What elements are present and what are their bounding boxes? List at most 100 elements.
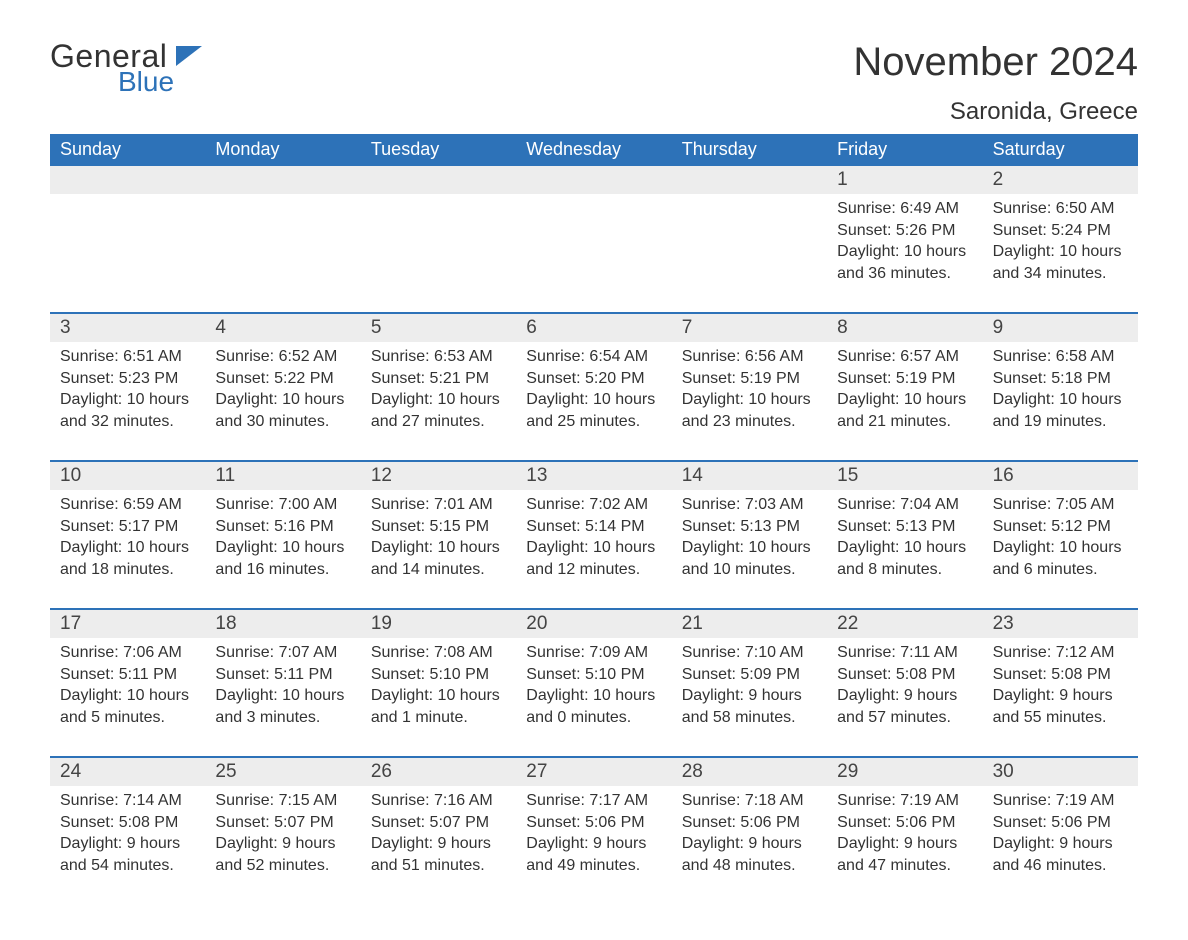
dow-sunday: Sunday — [50, 134, 205, 166]
sunrise-text: Sunrise: 6:56 AM — [682, 346, 817, 368]
sunrise-text: Sunrise: 7:02 AM — [526, 494, 661, 516]
logo-word-blue: Blue — [118, 68, 174, 96]
daylight-text: Daylight: 10 hours and 21 minutes. — [837, 389, 972, 432]
sunrise-text: Sunrise: 7:00 AM — [215, 494, 350, 516]
day-cell: Sunrise: 6:58 AMSunset: 5:18 PMDaylight:… — [983, 342, 1138, 446]
daylight-text: Daylight: 10 hours and 27 minutes. — [371, 389, 506, 432]
daylight-text: Daylight: 10 hours and 19 minutes. — [993, 389, 1128, 432]
day-cell: Sunrise: 6:53 AMSunset: 5:21 PMDaylight:… — [361, 342, 516, 446]
sunset-text: Sunset: 5:23 PM — [60, 368, 195, 390]
day-number: 15 — [827, 462, 982, 490]
day-cell: Sunrise: 7:15 AMSunset: 5:07 PMDaylight:… — [205, 786, 360, 890]
day-cell: Sunrise: 7:19 AMSunset: 5:06 PMDaylight:… — [827, 786, 982, 890]
daylight-text: Daylight: 10 hours and 30 minutes. — [215, 389, 350, 432]
day-cell: Sunrise: 7:18 AMSunset: 5:06 PMDaylight:… — [672, 786, 827, 890]
day-number: 5 — [361, 314, 516, 342]
day-cell: Sunrise: 6:49 AMSunset: 5:26 PMDaylight:… — [827, 194, 982, 298]
sunrise-text: Sunrise: 6:49 AM — [837, 198, 972, 220]
location-label: Saronida, Greece — [853, 98, 1138, 126]
daylight-text: Daylight: 10 hours and 23 minutes. — [682, 389, 817, 432]
day-number: 20 — [516, 610, 671, 638]
dow-saturday: Saturday — [983, 134, 1138, 166]
day-number: 21 — [672, 610, 827, 638]
day-cell: Sunrise: 7:09 AMSunset: 5:10 PMDaylight:… — [516, 638, 671, 742]
calendar-week: 3456789Sunrise: 6:51 AMSunset: 5:23 PMDa… — [50, 312, 1138, 446]
sunrise-text: Sunrise: 7:01 AM — [371, 494, 506, 516]
daylight-text: Daylight: 10 hours and 6 minutes. — [993, 537, 1128, 580]
sunrise-text: Sunrise: 7:12 AM — [993, 642, 1128, 664]
daylight-text: Daylight: 9 hours and 52 minutes. — [215, 833, 350, 876]
sunrise-text: Sunrise: 7:03 AM — [682, 494, 817, 516]
day-number: 12 — [361, 462, 516, 490]
daylight-text: Daylight: 10 hours and 0 minutes. — [526, 685, 661, 728]
sunrise-text: Sunrise: 7:18 AM — [682, 790, 817, 812]
daylight-text: Daylight: 9 hours and 46 minutes. — [993, 833, 1128, 876]
day-cell — [205, 194, 360, 298]
flag-icon — [176, 46, 202, 66]
sunset-text: Sunset: 5:11 PM — [60, 664, 195, 686]
day-cell: Sunrise: 6:54 AMSunset: 5:20 PMDaylight:… — [516, 342, 671, 446]
sunset-text: Sunset: 5:08 PM — [837, 664, 972, 686]
day-number: 18 — [205, 610, 360, 638]
day-number: 26 — [361, 758, 516, 786]
day-number: 10 — [50, 462, 205, 490]
calendar-week: 17181920212223Sunrise: 7:06 AMSunset: 5:… — [50, 608, 1138, 742]
day-number: 3 — [50, 314, 205, 342]
day-cell — [672, 194, 827, 298]
day-number: 24 — [50, 758, 205, 786]
day-number-row: .....12 — [50, 166, 1138, 194]
day-cell: Sunrise: 7:19 AMSunset: 5:06 PMDaylight:… — [983, 786, 1138, 890]
sunrise-text: Sunrise: 6:52 AM — [215, 346, 350, 368]
day-content-row: Sunrise: 6:49 AMSunset: 5:26 PMDaylight:… — [50, 194, 1138, 298]
day-cell — [50, 194, 205, 298]
daylight-text: Daylight: 10 hours and 32 minutes. — [60, 389, 195, 432]
dow-friday: Friday — [827, 134, 982, 166]
daylight-text: Daylight: 9 hours and 51 minutes. — [371, 833, 506, 876]
day-cell: Sunrise: 7:14 AMSunset: 5:08 PMDaylight:… — [50, 786, 205, 890]
daylight-text: Daylight: 10 hours and 14 minutes. — [371, 537, 506, 580]
logo-text: General Blue — [50, 40, 174, 96]
sunrise-text: Sunrise: 7:15 AM — [215, 790, 350, 812]
day-number: 25 — [205, 758, 360, 786]
dow-tuesday: Tuesday — [361, 134, 516, 166]
day-cell: Sunrise: 7:16 AMSunset: 5:07 PMDaylight:… — [361, 786, 516, 890]
day-cell: Sunrise: 7:10 AMSunset: 5:09 PMDaylight:… — [672, 638, 827, 742]
sunrise-text: Sunrise: 6:53 AM — [371, 346, 506, 368]
sunset-text: Sunset: 5:13 PM — [837, 516, 972, 538]
sunrise-text: Sunrise: 7:06 AM — [60, 642, 195, 664]
sunset-text: Sunset: 5:10 PM — [371, 664, 506, 686]
calendar-week: .....12Sunrise: 6:49 AMSunset: 5:26 PMDa… — [50, 166, 1138, 298]
sunset-text: Sunset: 5:08 PM — [60, 812, 195, 834]
day-cell — [361, 194, 516, 298]
daylight-text: Daylight: 10 hours and 8 minutes. — [837, 537, 972, 580]
brand-logo: General Blue — [50, 40, 202, 96]
day-number: 29 — [827, 758, 982, 786]
sunrise-text: Sunrise: 7:08 AM — [371, 642, 506, 664]
day-number: 2 — [983, 166, 1138, 194]
daylight-text: Daylight: 10 hours and 16 minutes. — [215, 537, 350, 580]
day-cell: Sunrise: 7:11 AMSunset: 5:08 PMDaylight:… — [827, 638, 982, 742]
daylight-text: Daylight: 10 hours and 34 minutes. — [993, 241, 1128, 284]
sunrise-text: Sunrise: 6:50 AM — [993, 198, 1128, 220]
sunrise-text: Sunrise: 7:14 AM — [60, 790, 195, 812]
day-content-row: Sunrise: 6:59 AMSunset: 5:17 PMDaylight:… — [50, 490, 1138, 594]
day-number: 9 — [983, 314, 1138, 342]
day-number: 13 — [516, 462, 671, 490]
sunrise-text: Sunrise: 7:19 AM — [993, 790, 1128, 812]
day-number: 28 — [672, 758, 827, 786]
sunrise-text: Sunrise: 7:07 AM — [215, 642, 350, 664]
day-number: 14 — [672, 462, 827, 490]
day-number: 11 — [205, 462, 360, 490]
day-number: 16 — [983, 462, 1138, 490]
day-cell: Sunrise: 6:59 AMSunset: 5:17 PMDaylight:… — [50, 490, 205, 594]
sunrise-text: Sunrise: 6:58 AM — [993, 346, 1128, 368]
day-cell: Sunrise: 7:00 AMSunset: 5:16 PMDaylight:… — [205, 490, 360, 594]
daylight-text: Daylight: 9 hours and 54 minutes. — [60, 833, 195, 876]
day-cell: Sunrise: 6:50 AMSunset: 5:24 PMDaylight:… — [983, 194, 1138, 298]
sunrise-text: Sunrise: 7:19 AM — [837, 790, 972, 812]
daylight-text: Daylight: 9 hours and 58 minutes. — [682, 685, 817, 728]
sunrise-text: Sunrise: 6:54 AM — [526, 346, 661, 368]
day-cell: Sunrise: 7:06 AMSunset: 5:11 PMDaylight:… — [50, 638, 205, 742]
daylight-text: Daylight: 10 hours and 36 minutes. — [837, 241, 972, 284]
sunset-text: Sunset: 5:08 PM — [993, 664, 1128, 686]
